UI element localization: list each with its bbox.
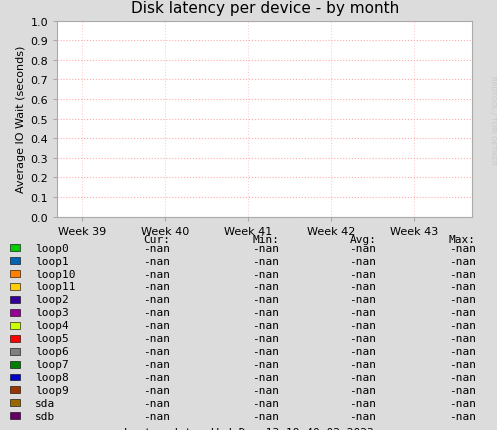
Text: loop10: loop10 xyxy=(35,269,75,279)
Text: -nan: -nan xyxy=(449,346,476,356)
Text: -nan: -nan xyxy=(349,346,376,356)
Text: -nan: -nan xyxy=(449,269,476,279)
Text: -nan: -nan xyxy=(143,346,170,356)
Text: -nan: -nan xyxy=(349,372,376,382)
Text: -nan: -nan xyxy=(252,372,279,382)
Text: -nan: -nan xyxy=(252,307,279,318)
Text: -nan: -nan xyxy=(349,295,376,305)
Text: -nan: -nan xyxy=(349,320,376,331)
Text: -nan: -nan xyxy=(143,282,170,292)
Text: -nan: -nan xyxy=(143,333,170,344)
Text: Min:: Min: xyxy=(252,234,279,244)
Text: -nan: -nan xyxy=(449,359,476,369)
Text: loop0: loop0 xyxy=(35,243,69,253)
Text: -nan: -nan xyxy=(252,385,279,395)
Text: loop6: loop6 xyxy=(35,346,69,356)
Text: -nan: -nan xyxy=(252,282,279,292)
Text: -nan: -nan xyxy=(252,295,279,305)
Text: -nan: -nan xyxy=(143,411,170,421)
Text: -nan: -nan xyxy=(449,411,476,421)
Text: -nan: -nan xyxy=(349,256,376,266)
Text: Max:: Max: xyxy=(449,234,476,244)
Text: -nan: -nan xyxy=(449,256,476,266)
Text: -nan: -nan xyxy=(143,372,170,382)
Text: loop4: loop4 xyxy=(35,320,69,331)
Text: -nan: -nan xyxy=(349,269,376,279)
Text: -nan: -nan xyxy=(349,398,376,408)
Text: sda: sda xyxy=(35,398,55,408)
Text: sdb: sdb xyxy=(35,411,55,421)
Text: Last update: Wed Dec 13 19:40:02 2023: Last update: Wed Dec 13 19:40:02 2023 xyxy=(124,427,373,430)
Text: -nan: -nan xyxy=(252,411,279,421)
Text: -nan: -nan xyxy=(143,269,170,279)
Text: -nan: -nan xyxy=(252,269,279,279)
Text: -nan: -nan xyxy=(449,282,476,292)
Text: -nan: -nan xyxy=(449,243,476,253)
Text: -nan: -nan xyxy=(449,385,476,395)
Text: -nan: -nan xyxy=(252,398,279,408)
Text: -nan: -nan xyxy=(143,295,170,305)
Text: loop9: loop9 xyxy=(35,385,69,395)
Text: -nan: -nan xyxy=(143,320,170,331)
Text: -nan: -nan xyxy=(252,243,279,253)
Text: -nan: -nan xyxy=(449,295,476,305)
Text: -nan: -nan xyxy=(143,307,170,318)
Text: -nan: -nan xyxy=(349,411,376,421)
Text: loop11: loop11 xyxy=(35,282,75,292)
Text: -nan: -nan xyxy=(349,385,376,395)
Text: -nan: -nan xyxy=(449,398,476,408)
Text: loop5: loop5 xyxy=(35,333,69,344)
Title: Disk latency per device - by month: Disk latency per device - by month xyxy=(131,1,399,16)
Text: -nan: -nan xyxy=(252,333,279,344)
Y-axis label: Average IO Wait (seconds): Average IO Wait (seconds) xyxy=(16,46,26,193)
Text: -nan: -nan xyxy=(143,359,170,369)
Text: loop1: loop1 xyxy=(35,256,69,266)
Text: -nan: -nan xyxy=(252,359,279,369)
Text: -nan: -nan xyxy=(252,346,279,356)
Text: -nan: -nan xyxy=(349,243,376,253)
Text: -nan: -nan xyxy=(449,333,476,344)
Text: -nan: -nan xyxy=(349,333,376,344)
Text: -nan: -nan xyxy=(143,398,170,408)
Text: -nan: -nan xyxy=(349,307,376,318)
Text: -nan: -nan xyxy=(349,282,376,292)
Text: -nan: -nan xyxy=(143,256,170,266)
Text: loop8: loop8 xyxy=(35,372,69,382)
Text: -nan: -nan xyxy=(449,320,476,331)
Text: loop2: loop2 xyxy=(35,295,69,305)
Text: -nan: -nan xyxy=(349,359,376,369)
Text: loop7: loop7 xyxy=(35,359,69,369)
Text: Avg:: Avg: xyxy=(349,234,376,244)
Text: RRDTOOL / TOBI OETIKER: RRDTOOL / TOBI OETIKER xyxy=(490,76,496,165)
Text: -nan: -nan xyxy=(449,372,476,382)
Text: -nan: -nan xyxy=(252,256,279,266)
Text: Cur:: Cur: xyxy=(143,234,170,244)
Text: -nan: -nan xyxy=(449,307,476,318)
Text: -nan: -nan xyxy=(143,243,170,253)
Text: -nan: -nan xyxy=(252,320,279,331)
Text: loop3: loop3 xyxy=(35,307,69,318)
Text: -nan: -nan xyxy=(143,385,170,395)
